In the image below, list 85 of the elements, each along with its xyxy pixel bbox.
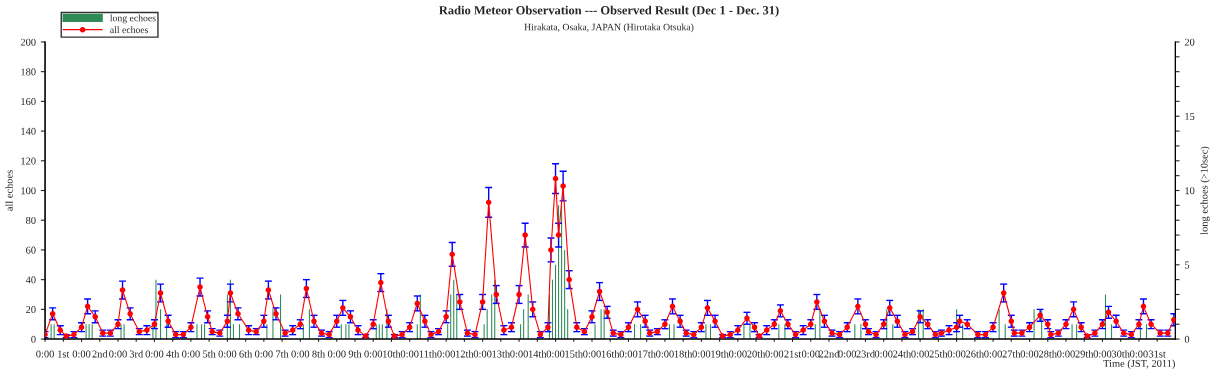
- y2-tick-label: 15: [1185, 112, 1195, 120]
- x-tick-label: 27th: [1002, 350, 1021, 358]
- legend-label: long echoes: [110, 14, 156, 24]
- x-tick-label: 0:00: [510, 350, 528, 358]
- x-tick-label: 0:00: [1130, 350, 1148, 358]
- x-tick-label: 0:00: [109, 350, 127, 358]
- y-tick-label: 80: [26, 216, 36, 224]
- y-tick-label: 140: [21, 127, 36, 135]
- x-tick-label: 12th: [456, 350, 474, 358]
- x-tick-label: 17th: [638, 350, 656, 358]
- x-tick-label: 24th: [893, 350, 912, 358]
- x-tick-label: 0:00: [947, 350, 966, 358]
- x-tick-label: 5th: [203, 350, 216, 358]
- y-tick-label: 40: [25, 276, 36, 284]
- x-tick-label: 11th: [419, 350, 437, 358]
- x-tick-label: 0:00: [765, 350, 784, 358]
- y2-tick-label: 0: [1184, 335, 1190, 343]
- x-tick-label: 21st: [784, 350, 802, 358]
- y2-tick-label: 5: [1185, 261, 1190, 269]
- x-tick-label: 0:00: [984, 350, 1002, 358]
- x-tick-label: 1st: [58, 350, 70, 358]
- x-tick-label: 13th: [492, 350, 510, 358]
- x-tick-label: 0:00: [182, 350, 200, 358]
- y-tick-label: 0: [31, 335, 36, 343]
- legend-label: all echoes: [110, 26, 149, 34]
- y2-tick-label: 10: [1185, 187, 1195, 195]
- x-tick-label: 6th: [239, 350, 253, 358]
- x-tick-label: 10th: [383, 350, 401, 358]
- x-tick-label: 0:00: [1057, 350, 1075, 358]
- x-tick-label: 18th: [674, 350, 693, 358]
- x-tick-label: 0:00: [254, 350, 273, 358]
- x-tick-label: 3rd: [129, 350, 144, 358]
- x-tick-label: 0:00: [583, 350, 601, 358]
- x-tick-label: 14th: [528, 350, 547, 358]
- x-tick-label: 0:00: [656, 350, 674, 358]
- x-tick-label: 0:00: [1093, 350, 1112, 358]
- y2-axis-title: long echoes (>10sec): [1200, 146, 1210, 235]
- x-tick-label: 23rd: [856, 350, 875, 358]
- x-tick-label: 30th: [1111, 350, 1130, 358]
- y-tick-label: 100: [21, 187, 36, 195]
- x-tick-label: 0:00: [546, 350, 565, 358]
- y-tick-label: 20: [26, 306, 36, 314]
- y-tick-label: 180: [21, 68, 36, 76]
- x-tick-label: 0:00: [364, 350, 383, 358]
- x-tick-label: 0:00: [36, 350, 54, 358]
- y-axis-title: all echoes: [5, 170, 13, 211]
- x-axis-title: Time (JST, 2011): [1103, 359, 1175, 370]
- x-tick-label: 31st: [1148, 350, 1166, 358]
- x-tick-label: 2nd: [92, 350, 108, 358]
- x-tick-label: 0:00: [1020, 350, 1039, 358]
- y-tick-label: 120: [21, 157, 36, 165]
- x-tick-label: 0:00: [218, 350, 237, 358]
- x-tick-label: 8th: [312, 350, 326, 358]
- chart-subtitle: Hirakata, Osaka, JAPAN (Hirotaka Otsuka): [524, 23, 694, 33]
- x-tick-label: 22nd: [819, 350, 840, 358]
- y-tick-label: 200: [20, 38, 36, 46]
- x-tick-label: 0:00: [327, 350, 346, 358]
- x-tick-label: 7th: [276, 350, 289, 358]
- x-tick-label: 16th: [601, 350, 620, 358]
- x-tick-label: 26th: [966, 350, 984, 358]
- x-tick-label: 0:00: [728, 350, 747, 358]
- x-tick-label: 0:00: [437, 350, 455, 358]
- x-tick-label: 0:00: [874, 350, 893, 358]
- x-tick-label: 0:00: [801, 350, 820, 358]
- x-tick-label: 0:00: [291, 350, 310, 358]
- x-tick-label: 0:00: [145, 350, 164, 358]
- y-tick-label: 160: [21, 98, 36, 106]
- y2-tick-label: 20: [1184, 38, 1195, 46]
- x-tick-label: 0:00: [72, 350, 91, 358]
- x-tick-label: 20th: [747, 350, 766, 358]
- x-tick-label: 4th: [166, 350, 180, 358]
- x-tick-label: 0:00: [400, 350, 419, 358]
- x-tick-label: 29th: [1075, 350, 1094, 358]
- x-tick-label: 19th: [711, 350, 729, 358]
- x-tick-label: 25th: [929, 350, 948, 358]
- x-tick-label: 0:00: [473, 350, 492, 358]
- x-tick-label: 28th: [1038, 350, 1057, 358]
- x-tick-label: 0:00: [911, 350, 929, 358]
- x-tick-label: 9th: [348, 350, 362, 358]
- chart-title: Radio Meteor Observation --- Observed Result (Dec 1 - Dec. 31): [439, 5, 779, 18]
- x-tick-label: 0:00: [692, 350, 711, 358]
- x-tick-label: 15th: [565, 350, 583, 358]
- y-tick-label: 60: [26, 246, 36, 254]
- x-tick-label: 0:00: [619, 350, 638, 358]
- x-tick-label: 0:00: [838, 350, 857, 358]
